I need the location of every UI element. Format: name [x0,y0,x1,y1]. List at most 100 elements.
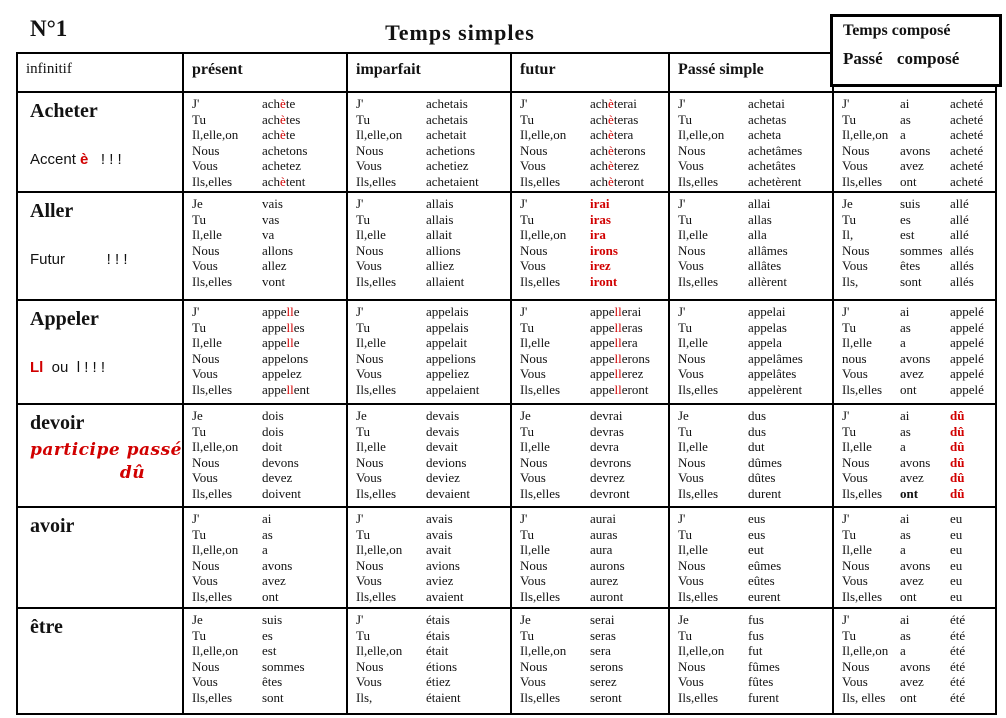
pronoun: Tu [678,319,692,335]
text-segment: terez [613,158,640,174]
text-segment: Accent [30,151,81,168]
auxiliary: avons [900,454,931,470]
pronoun: Ils,elles [520,173,561,189]
verb-form: appelai [748,304,786,319]
passe-compose-cell-aller: Je suis allé Tu es allé Il, est allé Nous sommes al… [832,191,997,301]
conjugation-line: Nous avons [192,558,345,574]
conjugation-line: Ils,elles achètent [192,173,345,190]
pronoun: J' [192,96,200,111]
verb-form: irez [590,258,667,274]
verb-form: dois [262,423,284,439]
pronoun: Ils,elles [842,173,883,189]
conjugation-line: Nous appelions [356,350,509,367]
verb-form: étiez [426,674,451,690]
participle: dû [950,424,994,440]
pronoun: Ils,elles [678,485,719,501]
participle: eu [950,573,963,589]
pronoun: Tu [520,423,534,439]
text-segment: eras [621,319,643,335]
pronoun: J' [678,96,686,111]
verb-form: as [262,526,273,542]
auxiliary: sommes [900,242,943,258]
pronoun: Il,elle [842,439,872,455]
verb-form: appelions [426,350,476,366]
pronoun: Ils,elles [192,381,233,397]
conjugation-line: Vous eûtes [678,573,831,589]
text-segment: appe [590,319,615,335]
text-segment: ll [614,335,622,351]
pronoun: Il,elle,on [678,643,725,659]
conjugation-line: J' appelle [192,304,345,320]
conjugation-line: Ils,elles devront [520,486,667,502]
verb-form: achetaient [426,173,479,189]
verb-form: achetions [426,142,476,158]
imparfait-cell-appeler: J' appelais Tu appelais Il,elle appelait Nous a… [346,299,512,405]
verb-form: dut [748,439,765,455]
conjugation-line: Nous achetons [192,142,345,159]
verb-form: serons [590,658,624,674]
verb-form: dus [748,423,767,439]
verb-name: Appeler [30,308,99,330]
verb-row-appeler: Appeler Ll ou l ! ! ! J' appelle Tu appelles I… [16,299,997,405]
conjugation-line: Nous appelâmes [678,351,831,367]
verb-form: ira [590,227,667,243]
pronoun: Je [842,196,853,211]
present-cell-avoir: J' ai Tu as Il,elle,on a Nous avons Vous avez Ils,… [182,506,348,609]
participle: eu [950,557,963,573]
pronoun: Vous [520,573,546,589]
verb-row-devoir: devoir participe passé !!! dû Je dois Tu dois… [16,403,997,508]
conjugation-line: Vous appellerez [520,366,667,382]
verb-form: devions [426,454,467,470]
verb-form: allâtes [748,258,782,274]
pronoun: Nous [192,350,220,366]
passe-compose-cell-appeler: J' ai appelé Tu as appelé Il,elle a appelé nous av… [832,299,997,405]
auxiliary: ont [900,588,917,604]
conjugation-line: Tu es [192,628,345,644]
pronoun: Nous [842,142,870,158]
text-segment: participe passé !!! [30,440,182,460]
conjugation-line: Tu as été [842,627,994,644]
conjugation-line: Nous sommes [192,659,345,675]
conjugation-line: Tu devras [520,423,667,440]
pronoun: Vous [356,158,382,174]
pronoun: J' [842,408,850,423]
participle: acheté [950,158,984,174]
auxiliary: ai [900,511,910,526]
conjugation-line: Ils,elles doivent [192,486,345,502]
participle: allés [950,258,974,274]
text-segment: ira [590,227,606,243]
verb-form: appellera [590,335,667,351]
futur-cell-etre: Je serai Tu seras Il,elle,on sera Nous serons Vo… [510,607,670,715]
column-header-imparfait: imparfait [346,52,512,93]
pronoun: Tu [678,423,692,439]
pronoun: Tu [842,526,856,542]
conjugation-line: Il,elle appela [678,335,831,351]
pronoun: Ils, [842,273,859,289]
pronoun: Ils,elles [520,689,561,705]
text-segment: ach [590,142,609,158]
verb-form: iront [590,274,667,290]
text-segment: dû [950,470,965,486]
auxiliary: ont [900,689,917,705]
conjugation-line: Ils,elles appelaient [356,382,509,398]
pronoun: Il,elle [678,439,708,455]
pronoun: Nous [192,142,220,158]
pronoun: Ils,elles [520,381,561,397]
verb-form: avaient [426,588,464,604]
conjugation-line: Tu achèteras [520,112,667,128]
conjugation-line: J' achète [192,96,345,112]
text-segment: appe [262,381,287,397]
pronoun: Je [678,408,689,423]
pronoun: Tu [842,319,856,335]
participle: eu [950,526,963,542]
pronoun: Il,elle [192,335,222,351]
auxiliary: ai [900,408,910,423]
conjugation-line: Je serai [520,612,667,628]
conjugation-line: Vous avez eu [842,573,994,589]
verb-form: devons [262,454,299,470]
auxiliary: ont [900,381,917,397]
text-segment: appe [590,350,615,366]
passe-simple-cell-avoir: J' eus Tu eus Il,elle eut Nous eûmes Vous eûtes Il… [668,506,834,609]
auxiliary: as [900,627,911,643]
text-segment: ach [262,173,281,189]
